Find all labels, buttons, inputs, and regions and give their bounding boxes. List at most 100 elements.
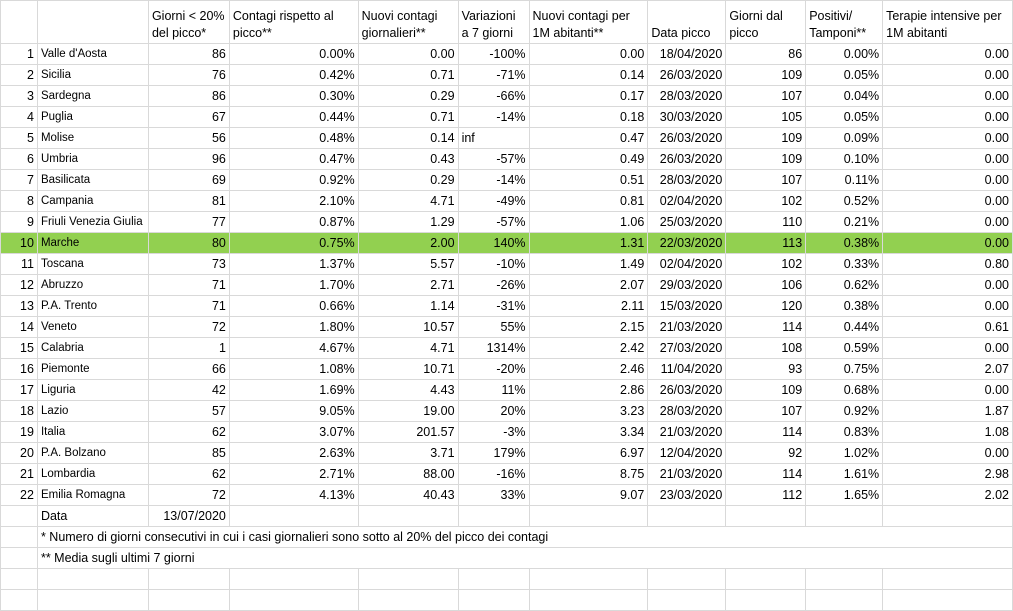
data-cell[interactable]: 0.47% (228, 148, 359, 170)
empty-cell[interactable] (228, 568, 359, 590)
data-cell[interactable]: 0.47 (528, 127, 649, 149)
empty-cell[interactable] (647, 505, 727, 527)
data-cell[interactable]: 02/04/2020 (647, 190, 727, 212)
data-cell[interactable]: 0.38% (805, 295, 884, 317)
data-cell[interactable]: 69 (147, 169, 230, 191)
data-cell[interactable]: 201.57 (357, 421, 459, 443)
region-name-cell[interactable]: Molise (36, 127, 149, 149)
data-cell[interactable]: 2.10% (228, 190, 359, 212)
data-cell[interactable]: 0.92% (805, 400, 884, 422)
empty-cell[interactable] (457, 568, 530, 590)
data-cell[interactable]: 0.44% (228, 106, 359, 128)
data-cell[interactable]: 179% (457, 442, 530, 464)
region-name-cell[interactable]: Basilicata (36, 169, 149, 191)
header-cell[interactable]: Giorni dal picco (725, 0, 807, 44)
data-cell[interactable]: 6.97 (528, 442, 649, 464)
data-cell[interactable]: 25/03/2020 (647, 211, 727, 233)
data-cell[interactable]: 86 (147, 85, 230, 107)
data-cell[interactable]: 11% (457, 379, 530, 401)
empty-cell[interactable] (882, 589, 1013, 611)
data-cell[interactable]: inf (457, 127, 530, 149)
data-cell[interactable]: 0.29 (357, 85, 459, 107)
data-cell[interactable]: 114 (725, 316, 807, 338)
data-cell[interactable]: 0.00 (882, 379, 1013, 401)
data-cell[interactable]: 102 (725, 190, 807, 212)
data-cell[interactable]: 02/04/2020 (647, 253, 727, 275)
data-cell[interactable]: 1.14 (357, 295, 459, 317)
empty-cell[interactable] (647, 568, 727, 590)
empty-cell[interactable] (882, 505, 1013, 527)
data-cell[interactable]: 2.86 (528, 379, 649, 401)
data-cell[interactable]: 2.98 (882, 463, 1013, 485)
data-cell[interactable]: 27/03/2020 (647, 337, 727, 359)
data-cell[interactable]: 0.43 (357, 148, 459, 170)
data-cell[interactable]: 0.18 (528, 106, 649, 128)
empty-cell[interactable] (36, 568, 149, 590)
data-cell[interactable]: 15/03/2020 (647, 295, 727, 317)
data-cell[interactable]: 0.00 (882, 211, 1013, 233)
region-name-cell[interactable]: Sardegna (36, 85, 149, 107)
data-cell[interactable]: -100% (457, 43, 530, 65)
data-cell[interactable]: 0.00 (882, 337, 1013, 359)
data-cell[interactable]: -49% (457, 190, 530, 212)
data-cell[interactable]: 11/04/2020 (647, 358, 727, 380)
data-cell[interactable]: 0.52% (805, 190, 884, 212)
empty-cell[interactable] (457, 589, 530, 611)
data-cell[interactable]: 19.00 (357, 400, 459, 422)
data-cell[interactable]: 106 (725, 274, 807, 296)
data-cell[interactable]: 1.37% (228, 253, 359, 275)
empty-cell[interactable] (528, 568, 649, 590)
data-cell[interactable]: 21/03/2020 (647, 421, 727, 443)
data-cell[interactable]: 73 (147, 253, 230, 275)
empty-cell[interactable] (647, 589, 727, 611)
data-cell[interactable]: 2.02 (882, 484, 1013, 506)
region-name-cell[interactable]: Sicilia (36, 64, 149, 86)
data-cell[interactable]: 96 (147, 148, 230, 170)
data-cell[interactable]: 114 (725, 463, 807, 485)
data-cell[interactable]: 0.71 (357, 106, 459, 128)
data-cell[interactable]: 3.71 (357, 442, 459, 464)
region-name-cell[interactable]: Liguria (36, 379, 149, 401)
data-cell[interactable]: -14% (457, 106, 530, 128)
data-cell[interactable]: 86 (147, 43, 230, 65)
data-cell[interactable]: 2.42 (528, 337, 649, 359)
empty-cell[interactable] (228, 505, 359, 527)
region-name-cell[interactable]: Lombardia (36, 463, 149, 485)
region-name-cell[interactable]: Lazio (36, 400, 149, 422)
data-cell[interactable]: 4.13% (228, 484, 359, 506)
data-cell[interactable]: 107 (725, 85, 807, 107)
data-cell[interactable]: 0.66% (228, 295, 359, 317)
data-cell[interactable]: 0.48% (228, 127, 359, 149)
data-cell[interactable]: 86 (725, 43, 807, 65)
empty-cell[interactable] (882, 568, 1013, 590)
data-cell[interactable]: 102 (725, 253, 807, 275)
data-cell[interactable]: 0.49 (528, 148, 649, 170)
data-cell[interactable]: 0.21% (805, 211, 884, 233)
data-cell[interactable]: 109 (725, 148, 807, 170)
data-cell[interactable]: 0.42% (228, 64, 359, 86)
data-cell[interactable]: 0.05% (805, 64, 884, 86)
data-cell[interactable]: 21/03/2020 (647, 463, 727, 485)
data-cell[interactable]: 0.00 (882, 106, 1013, 128)
region-name-cell[interactable]: Marche (36, 232, 149, 254)
data-cell[interactable]: 4.67% (228, 337, 359, 359)
data-cell[interactable]: 0.00 (357, 43, 459, 65)
data-cell[interactable]: 1314% (457, 337, 530, 359)
date-value-cell[interactable]: 13/07/2020 (147, 505, 230, 527)
empty-cell[interactable] (805, 505, 884, 527)
region-name-cell[interactable]: Italia (36, 421, 149, 443)
data-cell[interactable]: 1.29 (357, 211, 459, 233)
data-cell[interactable]: 0.10% (805, 148, 884, 170)
region-name-cell[interactable]: Calabria (36, 337, 149, 359)
data-cell[interactable]: 23/03/2020 (647, 484, 727, 506)
data-cell[interactable]: 9.07 (528, 484, 649, 506)
data-cell[interactable]: 26/03/2020 (647, 148, 727, 170)
data-cell[interactable]: 18/04/2020 (647, 43, 727, 65)
data-cell[interactable]: 105 (725, 106, 807, 128)
data-cell[interactable]: 0.00 (882, 127, 1013, 149)
data-cell[interactable]: 4.71 (357, 190, 459, 212)
data-cell[interactable]: 0.14 (357, 127, 459, 149)
data-cell[interactable]: -20% (457, 358, 530, 380)
header-cell[interactable]: Contagi rispetto al picco** (228, 0, 359, 44)
data-cell[interactable]: 2.07 (882, 358, 1013, 380)
